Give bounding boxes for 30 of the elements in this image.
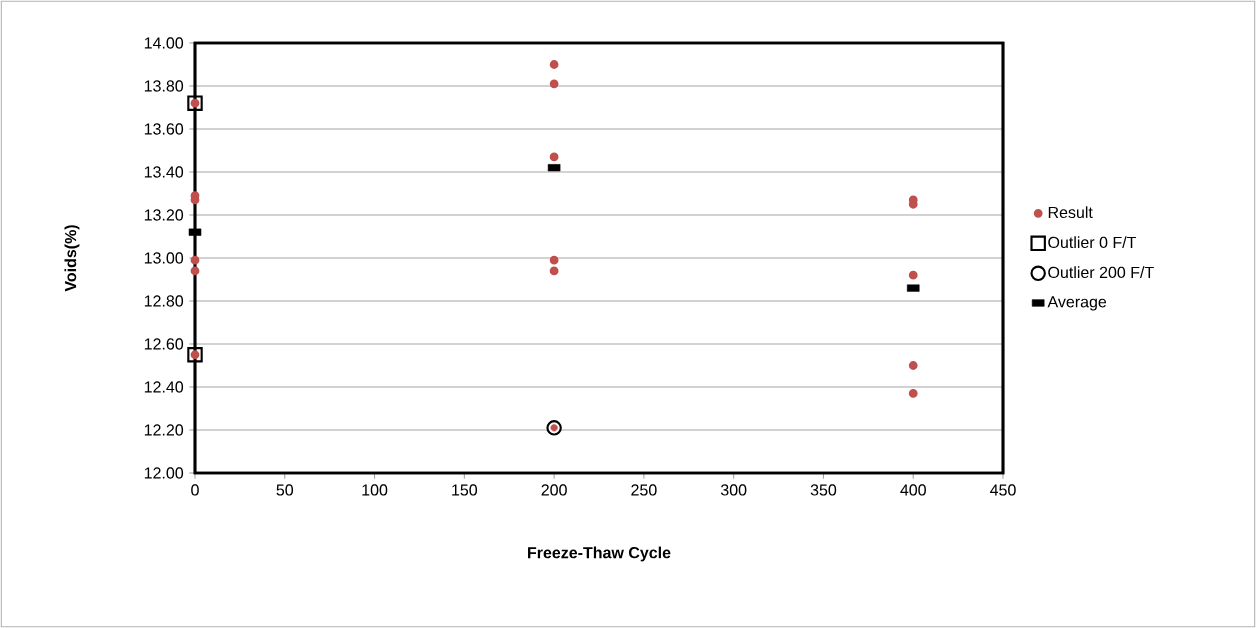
- legend-label: Outlier 0 F/T: [1048, 236, 1137, 249]
- x-tick-label: 200: [541, 484, 567, 496]
- x-tick-label: 100: [362, 484, 388, 496]
- x-tick-label: 300: [720, 484, 747, 496]
- y-axis-title: Voids(%): [64, 225, 80, 292]
- x-tick-label: 50: [276, 484, 294, 496]
- y-tick-label: 12.20: [144, 424, 184, 436]
- x-tick-label: 150: [452, 484, 478, 496]
- x-tick-label: 250: [631, 484, 657, 496]
- y-tick-label: 13.40: [144, 166, 184, 178]
- x-axis-title: Freeze-Thaw Cycle: [528, 546, 671, 562]
- x-tick-label: 350: [810, 484, 837, 496]
- point: [908, 389, 918, 398]
- legend-label: Outlier 200 F/T: [1048, 266, 1154, 279]
- x-tick-label: 450: [990, 484, 1016, 496]
- y-tick-label: 13.20: [144, 209, 184, 221]
- legend-label: Average: [1047, 296, 1107, 311]
- y-tick-label: 12.40: [144, 381, 184, 393]
- y-tick-label: 12.80: [144, 295, 184, 307]
- y-tick-label: 12.60: [144, 338, 184, 350]
- y-tick-label: 13.80: [144, 80, 184, 92]
- y-tick-label: 13.00: [144, 252, 184, 264]
- x-tick-label: 0: [191, 484, 199, 496]
- y-tick-label: 12.00: [144, 467, 184, 479]
- x-tick-label: 400: [900, 484, 926, 496]
- y-tick-label: 14.00: [144, 37, 184, 49]
- point: [549, 60, 559, 69]
- point: [908, 361, 918, 370]
- legend-label: Result: [1048, 206, 1093, 219]
- y-tick-label: 13.60: [144, 123, 184, 135]
